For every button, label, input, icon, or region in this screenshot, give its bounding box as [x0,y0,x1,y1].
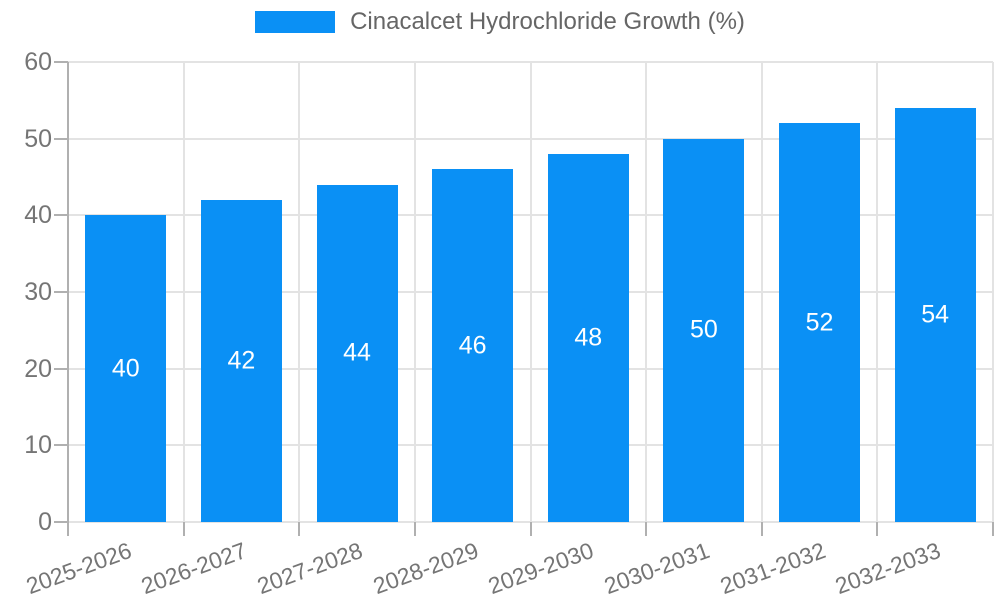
x-tick-label: 2030-2031 [600,537,713,600]
y-axis-tick [54,291,68,293]
legend-swatch [255,11,336,33]
x-tick-label: 2026-2027 [138,537,251,600]
y-tick-label: 0 [38,508,52,536]
x-axis-tick [529,522,532,536]
bar[interactable]: 54 [894,108,976,522]
y-tick-label: 10 [24,431,52,460]
y-axis-tick [54,61,68,63]
x-axis-tick [645,522,648,536]
x-tick-label: 2032-2033 [831,537,945,600]
x-axis-tick [876,522,879,536]
x-axis-tick [182,522,185,536]
bar[interactable]: 52 [779,123,861,522]
x-axis-tick [992,522,994,536]
y-axis-tick [54,521,68,523]
x-tick-label: 2027-2028 [253,537,366,600]
x-tick-label: 2025-2026 [22,537,135,600]
bar-value-label: 44 [343,338,371,367]
y-tick-label: 60 [24,48,52,76]
y-tick-label: 40 [24,201,52,230]
bar[interactable]: 50 [663,138,745,522]
legend-label: Cinacalcet Hydrochloride Growth (%) [350,8,745,35]
vertical-gridline [876,62,879,522]
chart-legend[interactable]: Cinacalcet Hydrochloride Growth (%) [0,8,1000,36]
vertical-gridline [298,62,301,522]
x-tick-label: 2029-2030 [484,537,598,600]
vertical-gridline [413,62,416,522]
bar-value-label: 54 [921,300,950,329]
vertical-gridline [992,62,994,522]
bar[interactable]: 46 [432,169,514,522]
bar-value-label: 42 [227,346,256,375]
x-tick-label: 2028-2029 [369,537,482,600]
x-axis-tick [298,522,301,536]
bar[interactable]: 42 [200,200,282,522]
bar-value-label: 50 [690,315,718,344]
bar[interactable]: 40 [85,215,167,522]
x-axis-tick [67,522,69,536]
vertical-gridline [182,62,185,522]
vertical-gridline [760,62,763,522]
y-axis-line [67,62,69,536]
vertical-gridline [529,62,532,522]
x-axis-tick [760,522,763,536]
y-axis-tick [54,214,68,217]
y-axis-tick [54,444,68,447]
y-tick-label: 50 [24,124,52,153]
bar[interactable]: 48 [547,154,629,522]
bar[interactable]: 44 [316,184,398,522]
bar-value-label: 52 [805,308,834,337]
bar-value-label: 40 [111,354,140,383]
y-tick-label: 20 [24,354,52,383]
y-tick-label: 30 [24,278,52,306]
y-axis-tick [54,137,68,140]
y-axis-tick [54,367,68,370]
bar-value-label: 48 [574,323,603,352]
plot-area: 40 42 44 46 48 50 52 54 [68,61,994,523]
x-tick-label: 2031-2032 [716,537,829,600]
bar-value-label: 46 [458,331,487,360]
x-axis-tick [413,522,416,536]
vertical-gridline [645,62,648,522]
